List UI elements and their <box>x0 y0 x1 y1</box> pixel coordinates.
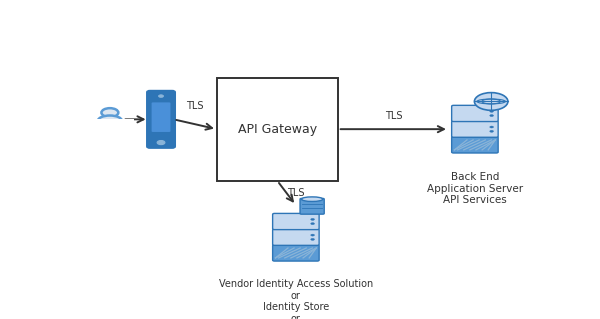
Circle shape <box>475 93 508 110</box>
Circle shape <box>157 141 165 145</box>
Circle shape <box>490 130 493 132</box>
Circle shape <box>311 238 314 240</box>
FancyBboxPatch shape <box>300 198 324 214</box>
FancyBboxPatch shape <box>147 91 175 148</box>
FancyBboxPatch shape <box>452 105 498 122</box>
Circle shape <box>311 234 314 236</box>
Circle shape <box>490 126 493 128</box>
Text: Back End
Application Server
API Services: Back End Application Server API Services <box>427 172 523 205</box>
Ellipse shape <box>301 197 323 201</box>
Text: TLS: TLS <box>186 101 203 111</box>
Bar <box>86 119 134 130</box>
Circle shape <box>158 95 164 97</box>
Circle shape <box>101 108 118 117</box>
FancyBboxPatch shape <box>152 102 170 132</box>
Circle shape <box>490 110 493 112</box>
Text: Vendor Identity Access Solution
or
Identity Store
or
XACML Policy Server: Vendor Identity Access Solution or Ident… <box>219 279 373 319</box>
Text: TLS: TLS <box>287 188 305 198</box>
FancyBboxPatch shape <box>272 245 319 261</box>
Bar <box>217 78 338 181</box>
Ellipse shape <box>98 115 122 126</box>
FancyBboxPatch shape <box>272 213 319 230</box>
FancyBboxPatch shape <box>452 137 498 153</box>
FancyBboxPatch shape <box>272 229 319 245</box>
Text: API Gateway: API Gateway <box>238 123 317 136</box>
Circle shape <box>311 223 314 225</box>
Circle shape <box>311 219 314 220</box>
Text: TLS: TLS <box>385 111 402 121</box>
FancyBboxPatch shape <box>452 121 498 137</box>
Circle shape <box>490 115 493 116</box>
